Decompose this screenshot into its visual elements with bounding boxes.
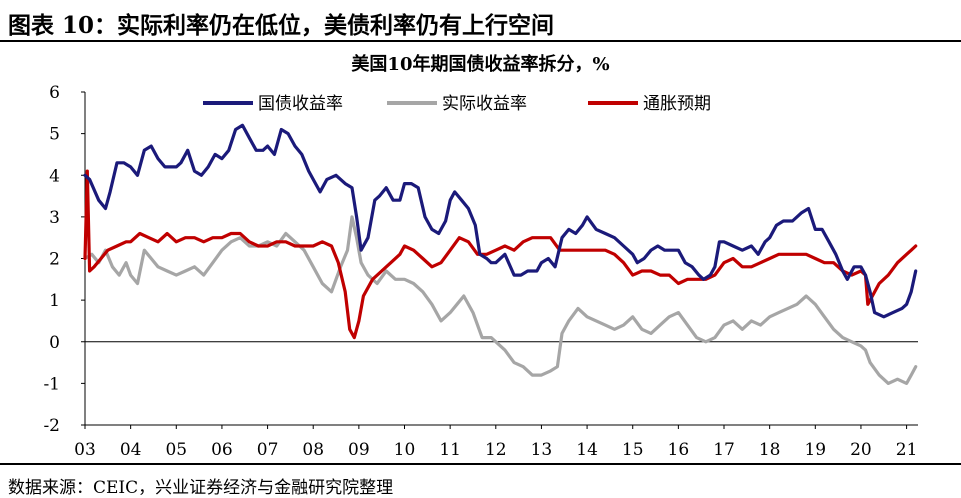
y-tick-label: 2 bbox=[49, 250, 60, 270]
x-tick-label: 13 bbox=[531, 440, 553, 460]
x-tick-label: 14 bbox=[576, 440, 598, 460]
chart-title: 美国10年期国债收益率拆分，% bbox=[351, 54, 610, 75]
x-tick-label: 11 bbox=[439, 440, 461, 460]
y-tick-label: 3 bbox=[49, 208, 60, 228]
y-tick-label: 6 bbox=[49, 83, 60, 103]
x-tick-label: 20 bbox=[850, 440, 872, 460]
y-tick-label: 4 bbox=[49, 166, 60, 186]
legend-label-inflation: 通胀预期 bbox=[643, 94, 711, 114]
series-line-real bbox=[83, 215, 918, 385]
x-tick-label: 03 bbox=[74, 440, 96, 460]
source-note: 数据来源：CEIC，兴业证券经济与金融研究院整理 bbox=[8, 478, 394, 498]
source-bar: 数据来源：CEIC，兴业证券经济与金融研究院整理 bbox=[0, 463, 961, 498]
legend-label-real: 实际收益率 bbox=[442, 94, 527, 114]
x-tick-label: 19 bbox=[804, 440, 826, 460]
x-tick-label: 21 bbox=[896, 440, 918, 460]
figure-title-bar: 图表 10：实际利率仍在低位，美债利率仍有上行空间 bbox=[0, 0, 961, 42]
x-tick-label: 08 bbox=[302, 440, 324, 460]
legend-label-nominal: 国债收益率 bbox=[258, 94, 343, 114]
series-line-inflation bbox=[83, 169, 918, 340]
x-tick-label: 18 bbox=[759, 440, 781, 460]
y-tick-label: -2 bbox=[43, 416, 60, 436]
chart-legend: 国债收益率 实际收益率 通胀预期 bbox=[203, 94, 711, 114]
x-tick-label: 17 bbox=[713, 440, 735, 460]
figure-title: 图表 10：实际利率仍在低位，美债利率仍有上行空间 bbox=[8, 12, 555, 39]
x-tick-label: 15 bbox=[622, 440, 644, 460]
x-tick-label: 09 bbox=[348, 440, 370, 460]
x-tick-label: 12 bbox=[485, 440, 507, 460]
series-line-nominal bbox=[83, 123, 918, 319]
x-tick-label: 06 bbox=[211, 440, 233, 460]
x-tick-label: 05 bbox=[165, 440, 187, 460]
y-tick-label: 0 bbox=[49, 333, 60, 353]
x-tick-label: 10 bbox=[394, 440, 416, 460]
x-tick-label: 07 bbox=[257, 440, 279, 460]
chart-series-group bbox=[83, 123, 918, 385]
x-tick-label: 16 bbox=[668, 440, 690, 460]
x-tick-label: 04 bbox=[120, 440, 142, 460]
y-tick-label: 1 bbox=[49, 291, 60, 311]
y-tick-label: -1 bbox=[43, 374, 60, 394]
y-tick-label: 5 bbox=[49, 125, 60, 145]
